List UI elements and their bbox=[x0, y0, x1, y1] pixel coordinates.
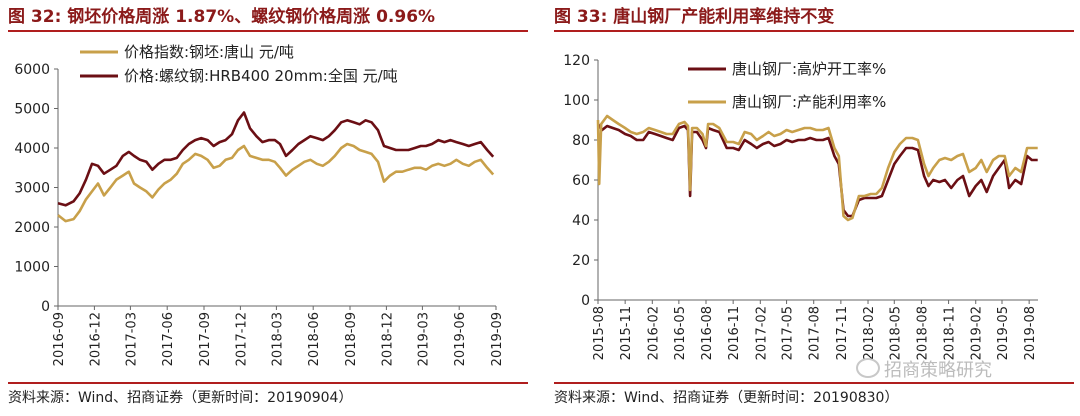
watermark-text: 招商策略研究 bbox=[884, 360, 992, 381]
x-tick-label: 2018-11 bbox=[943, 306, 958, 360]
x-tick-label: 2016-12 bbox=[88, 312, 103, 366]
chart-title: 图 33: 唐山钢厂产能利用率维持不变 bbox=[554, 4, 1074, 32]
legend-label: 价格:螺纹钢:HRB400 20mm:全国 元/吨 bbox=[124, 67, 398, 85]
y-tick-label: 60 bbox=[572, 173, 590, 189]
x-tick-label: 2016-08 bbox=[700, 306, 715, 360]
chart-panel-left: 图 32: 钢坯价格周涨 1.87%、螺纹钢价格周涨 0.96% 0 1000 20… bbox=[8, 0, 528, 416]
x-tick-label: 2018-06 bbox=[307, 312, 322, 366]
x-tick-label: 2018-02 bbox=[862, 306, 877, 360]
y-tick-label: 0 bbox=[41, 299, 50, 315]
series-line-1 bbox=[57, 142, 495, 223]
x-tick-label: 2017-08 bbox=[808, 306, 823, 360]
x-tick-label: 2018-08 bbox=[915, 306, 930, 360]
x-tick-label: 2019-05 bbox=[996, 306, 1011, 360]
y-tick-label: 6000 bbox=[14, 62, 50, 78]
x-tick-label: 2018-05 bbox=[888, 306, 903, 360]
x-tick-label: 2017-09 bbox=[198, 312, 213, 366]
x-tick-label: 2015-08 bbox=[592, 306, 607, 360]
source-note: 资料来源：Wind、招商证券（更新时间：20190904） bbox=[8, 382, 528, 414]
x-tick-label: 2019-02 bbox=[970, 306, 985, 360]
y-tick-label: 20 bbox=[572, 253, 590, 269]
source-note: 资料来源：Wind、招商证券（更新时间：20190830） bbox=[554, 382, 1074, 414]
x-tick-label: 2019-03 bbox=[416, 312, 431, 366]
series-line-2 bbox=[596, 114, 1038, 222]
y-tick-label: 2000 bbox=[14, 220, 50, 236]
x-tick-label: 2017-06 bbox=[161, 312, 176, 366]
line-chart-steel-prices: 0 1000 2000 3000 4000 5000 6000 2016-09 2016-12 2… bbox=[14, 43, 505, 366]
x-tick-label: 2017-05 bbox=[781, 306, 796, 360]
y-tick-label: 100 bbox=[563, 93, 590, 109]
x-tick-label: 2017-02 bbox=[754, 306, 769, 360]
legend-label: 价格指数:钢坯:唐山 元/吨 bbox=[124, 43, 294, 61]
chart-panel-right: 图 33: 唐山钢厂产能利用率维持不变 0 20 40 60 80 100 120 2015-… bbox=[554, 0, 1074, 416]
x-tick-label: 2016-05 bbox=[673, 306, 688, 360]
x-tick-label: 2017-03 bbox=[124, 312, 139, 366]
chart-title: 图 32: 钢坯价格周涨 1.87%、螺纹钢价格周涨 0.96% bbox=[8, 4, 528, 32]
y-tick-label: 5000 bbox=[14, 102, 50, 118]
x-tick-label: 2019-08 bbox=[1023, 306, 1038, 360]
x-tick-label: 2015-11 bbox=[619, 306, 634, 360]
series-line-2 bbox=[57, 111, 495, 207]
y-tick-label: 120 bbox=[563, 53, 590, 69]
x-tick-label: 2018-09 bbox=[344, 312, 359, 366]
y-tick-label: 4000 bbox=[14, 141, 50, 157]
x-tick-label: 2017-11 bbox=[835, 306, 850, 360]
x-tick-label: 2016-11 bbox=[727, 306, 742, 360]
series-line-1 bbox=[596, 123, 1038, 218]
y-tick-label: 1000 bbox=[14, 260, 50, 276]
legend-label: 唐山钢厂:产能利用率% bbox=[732, 93, 886, 111]
y-tick-label: 40 bbox=[572, 213, 590, 229]
x-tick-label: 2019-09 bbox=[490, 312, 505, 366]
y-tick-label: 0 bbox=[581, 293, 590, 309]
watermark: 招商策略研究 bbox=[856, 356, 992, 382]
y-tick-label: 80 bbox=[572, 133, 590, 149]
x-tick-label: 2016-09 bbox=[52, 312, 67, 366]
x-tick-label: 2016-02 bbox=[646, 306, 661, 360]
x-tick-label: 2018-12 bbox=[380, 312, 395, 366]
x-tick-label: 2017-12 bbox=[234, 312, 249, 366]
y-tick-label: 3000 bbox=[14, 181, 50, 197]
legend-label: 唐山钢厂:高炉开工率% bbox=[732, 60, 886, 78]
x-tick-label: 2018-03 bbox=[270, 312, 285, 366]
line-chart-utilization: 0 20 40 60 80 100 120 2015-08 2015-11 2016-02 2016… bbox=[563, 53, 1038, 360]
x-tick-label: 2019-06 bbox=[453, 312, 468, 366]
wechat-icon bbox=[856, 358, 880, 378]
